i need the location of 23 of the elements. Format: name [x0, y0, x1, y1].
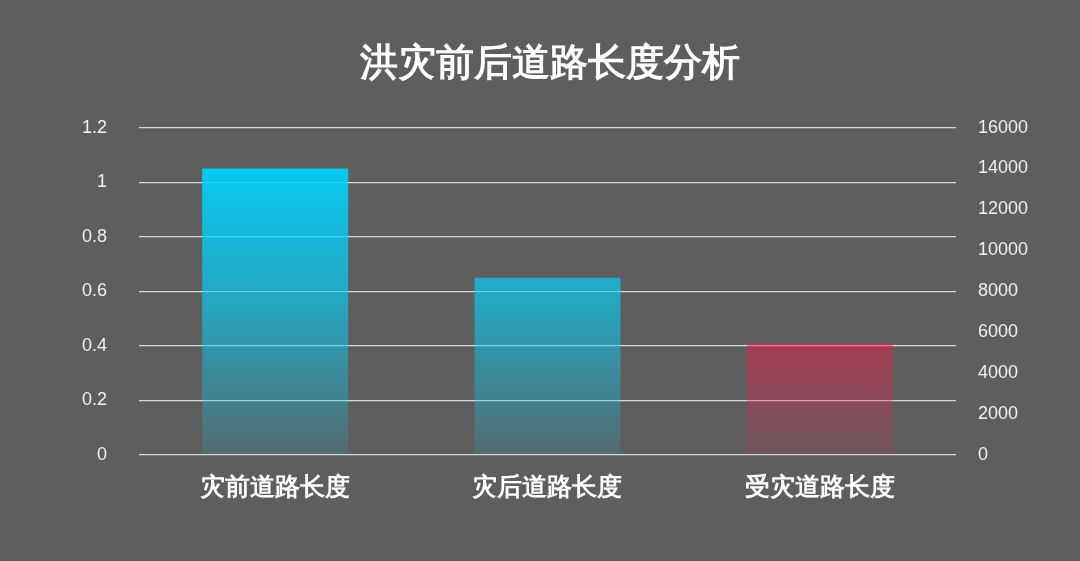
y-tick-label: 0.2	[81, 389, 108, 410]
y2-tick-label: 16000	[977, 116, 1029, 137]
chart-title: 洪灾前后道路长度分析	[359, 39, 740, 84]
x-tick-label: 灾前道路长度	[200, 471, 351, 501]
y2-tick-label: 2000	[977, 403, 1018, 424]
y2-tick-label: 8000	[977, 280, 1018, 301]
y-tick-label: 1.2	[81, 116, 108, 137]
y2-tick-label: 0	[977, 443, 988, 464]
y-tick-label: 0.4	[81, 334, 108, 355]
y-tick-label: 0	[97, 443, 108, 464]
y2-tick-label: 14000	[977, 157, 1029, 178]
x-tick-label: 受灾道路长度	[744, 471, 895, 501]
y2-tick-label: 10000	[977, 239, 1029, 260]
y-tick-label: 1	[97, 171, 108, 192]
bar	[746, 343, 893, 455]
y-tick-label: 0.8	[81, 225, 108, 246]
y-tick-label: 0.6	[81, 280, 108, 301]
bar	[202, 168, 349, 455]
x-tick-label: 灾后道路长度	[472, 471, 623, 501]
y2-tick-label: 4000	[977, 362, 1018, 383]
bar	[474, 277, 621, 455]
y2-tick-label: 6000	[977, 321, 1018, 342]
y2-tick-label: 12000	[977, 198, 1029, 219]
